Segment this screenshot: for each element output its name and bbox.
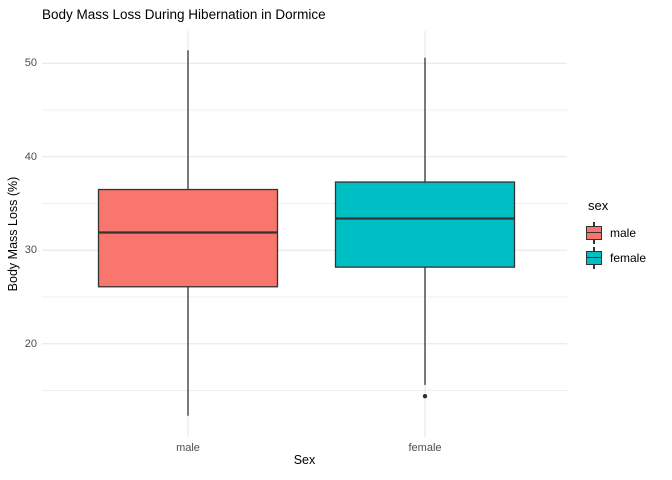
y-tick-label: 30 bbox=[24, 244, 37, 257]
male-box bbox=[97, 188, 279, 288]
female-box bbox=[334, 181, 516, 268]
y-tick-label: 20 bbox=[24, 337, 37, 350]
key-median bbox=[587, 256, 601, 259]
legend-entry-male: male bbox=[585, 220, 646, 245]
legend-label-male: male bbox=[610, 225, 637, 240]
female-outlier-point bbox=[422, 393, 428, 399]
legend: sex male female bbox=[585, 198, 646, 270]
y-tick-label: 40 bbox=[24, 150, 37, 163]
x-tick-label: male bbox=[176, 442, 200, 454]
male-boxplot-key-icon bbox=[585, 221, 603, 245]
key-median bbox=[587, 231, 601, 234]
x-axis-title: Sex bbox=[293, 453, 316, 467]
legend-title: sex bbox=[588, 198, 609, 213]
x-tick-label: female bbox=[408, 442, 442, 454]
y-tick-label: 50 bbox=[24, 57, 37, 70]
key-box bbox=[586, 225, 602, 240]
chart-title: Body Mass Loss During Hibernation in Dor… bbox=[42, 7, 326, 22]
legend-entry-female: female bbox=[585, 245, 646, 270]
female-boxplot-key-icon bbox=[585, 246, 603, 270]
key-box bbox=[586, 250, 602, 265]
legend-label-female: female bbox=[610, 250, 647, 265]
